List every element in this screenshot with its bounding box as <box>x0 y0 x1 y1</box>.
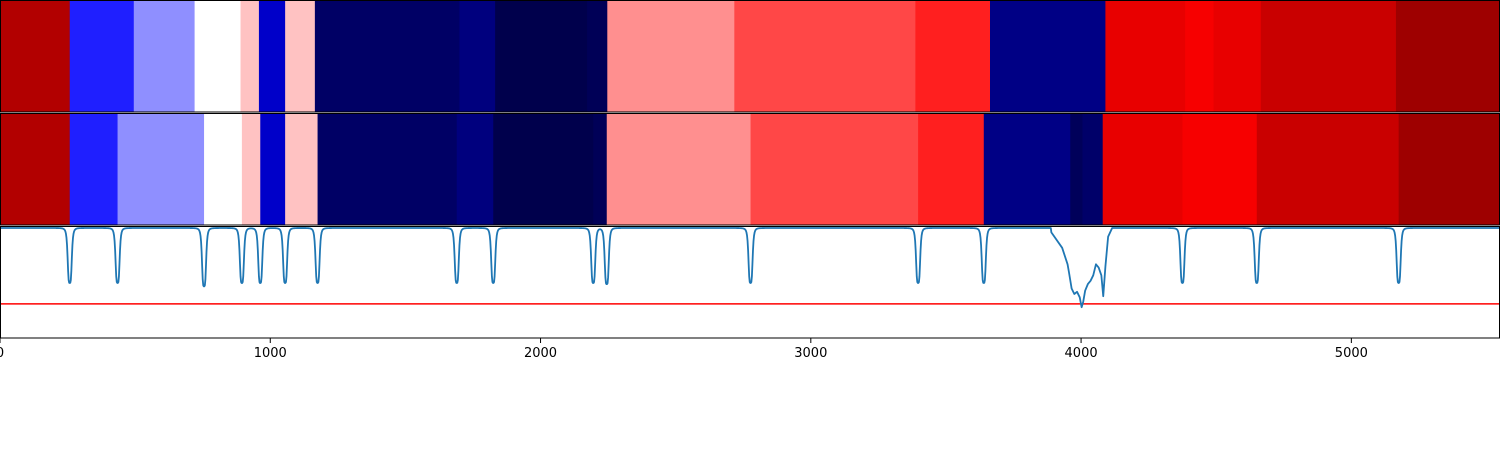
row-1-segment-3 <box>133 0 196 112</box>
row-2-segment-8 <box>317 113 458 225</box>
row-1-segment-16 <box>1105 0 1186 112</box>
segmentation-row-1 <box>0 0 1500 112</box>
row-2-segment-15 <box>983 113 1071 225</box>
x-axis: 0 1000 2000 3000 4000 5000 <box>0 338 1368 361</box>
row-2-segment-2 <box>69 113 119 225</box>
row-2-segment-20 <box>1256 113 1400 225</box>
row-2-segment-11 <box>593 113 608 225</box>
row-1-segment-6 <box>258 0 286 112</box>
x-tick-label-0: 0 <box>0 346 4 361</box>
row-2-segment-19 <box>1182 113 1258 225</box>
row-2-segment-17 <box>1082 113 1104 225</box>
row-1-segment-10 <box>495 0 588 112</box>
row-2-segment-21 <box>1398 113 1500 225</box>
row-1-segment-11 <box>587 0 608 112</box>
row-2-segment-7 <box>285 113 319 225</box>
row-2-segment-5 <box>241 113 261 225</box>
row-1-segment-18 <box>1213 0 1262 112</box>
row-1-segment-9 <box>459 0 496 112</box>
row-1-segment-7 <box>285 0 316 112</box>
row-2-segment-13 <box>750 113 919 225</box>
row-2-segment-9 <box>456 113 494 225</box>
x-tick-label-1000: 1000 <box>254 346 287 361</box>
row-1-segment-1 <box>0 0 71 112</box>
row-1-segment-13 <box>734 0 917 112</box>
x-tick-label-5000: 5000 <box>1335 346 1368 361</box>
row-1-segment-19 <box>1260 0 1397 112</box>
row-2-segment-6 <box>260 113 286 225</box>
row-1-segment-14 <box>915 0 991 112</box>
row-1-segment-12 <box>607 0 735 112</box>
row-2-segment-1 <box>0 113 71 225</box>
row-2-segment-18 <box>1102 113 1184 225</box>
row-1-segment-5 <box>240 0 260 112</box>
x-tick-label-4000: 4000 <box>1065 346 1098 361</box>
row-1-segment-20 <box>1395 0 1500 112</box>
row-2-segment-12 <box>606 113 752 225</box>
row-2-segment-3 <box>117 113 205 225</box>
row-1-segment-2 <box>69 0 135 112</box>
row-1-segment-17 <box>1185 0 1215 112</box>
segmentation-row-2 <box>0 113 1500 225</box>
row-2-segment-10 <box>493 113 594 225</box>
row-1-segment-8 <box>314 0 461 112</box>
x-tick-label-3000: 3000 <box>794 346 827 361</box>
x-tick-label-2000: 2000 <box>524 346 557 361</box>
row-1-segment-4 <box>194 0 242 112</box>
row-1-segment-15 <box>990 0 1107 112</box>
row-2-segment-14 <box>918 113 985 225</box>
boundary-signal-line <box>0 227 1500 309</box>
boundary-signal-panel <box>0 227 1500 309</box>
row-2-segment-16 <box>1070 113 1084 225</box>
row-2-segment-4 <box>204 113 243 225</box>
